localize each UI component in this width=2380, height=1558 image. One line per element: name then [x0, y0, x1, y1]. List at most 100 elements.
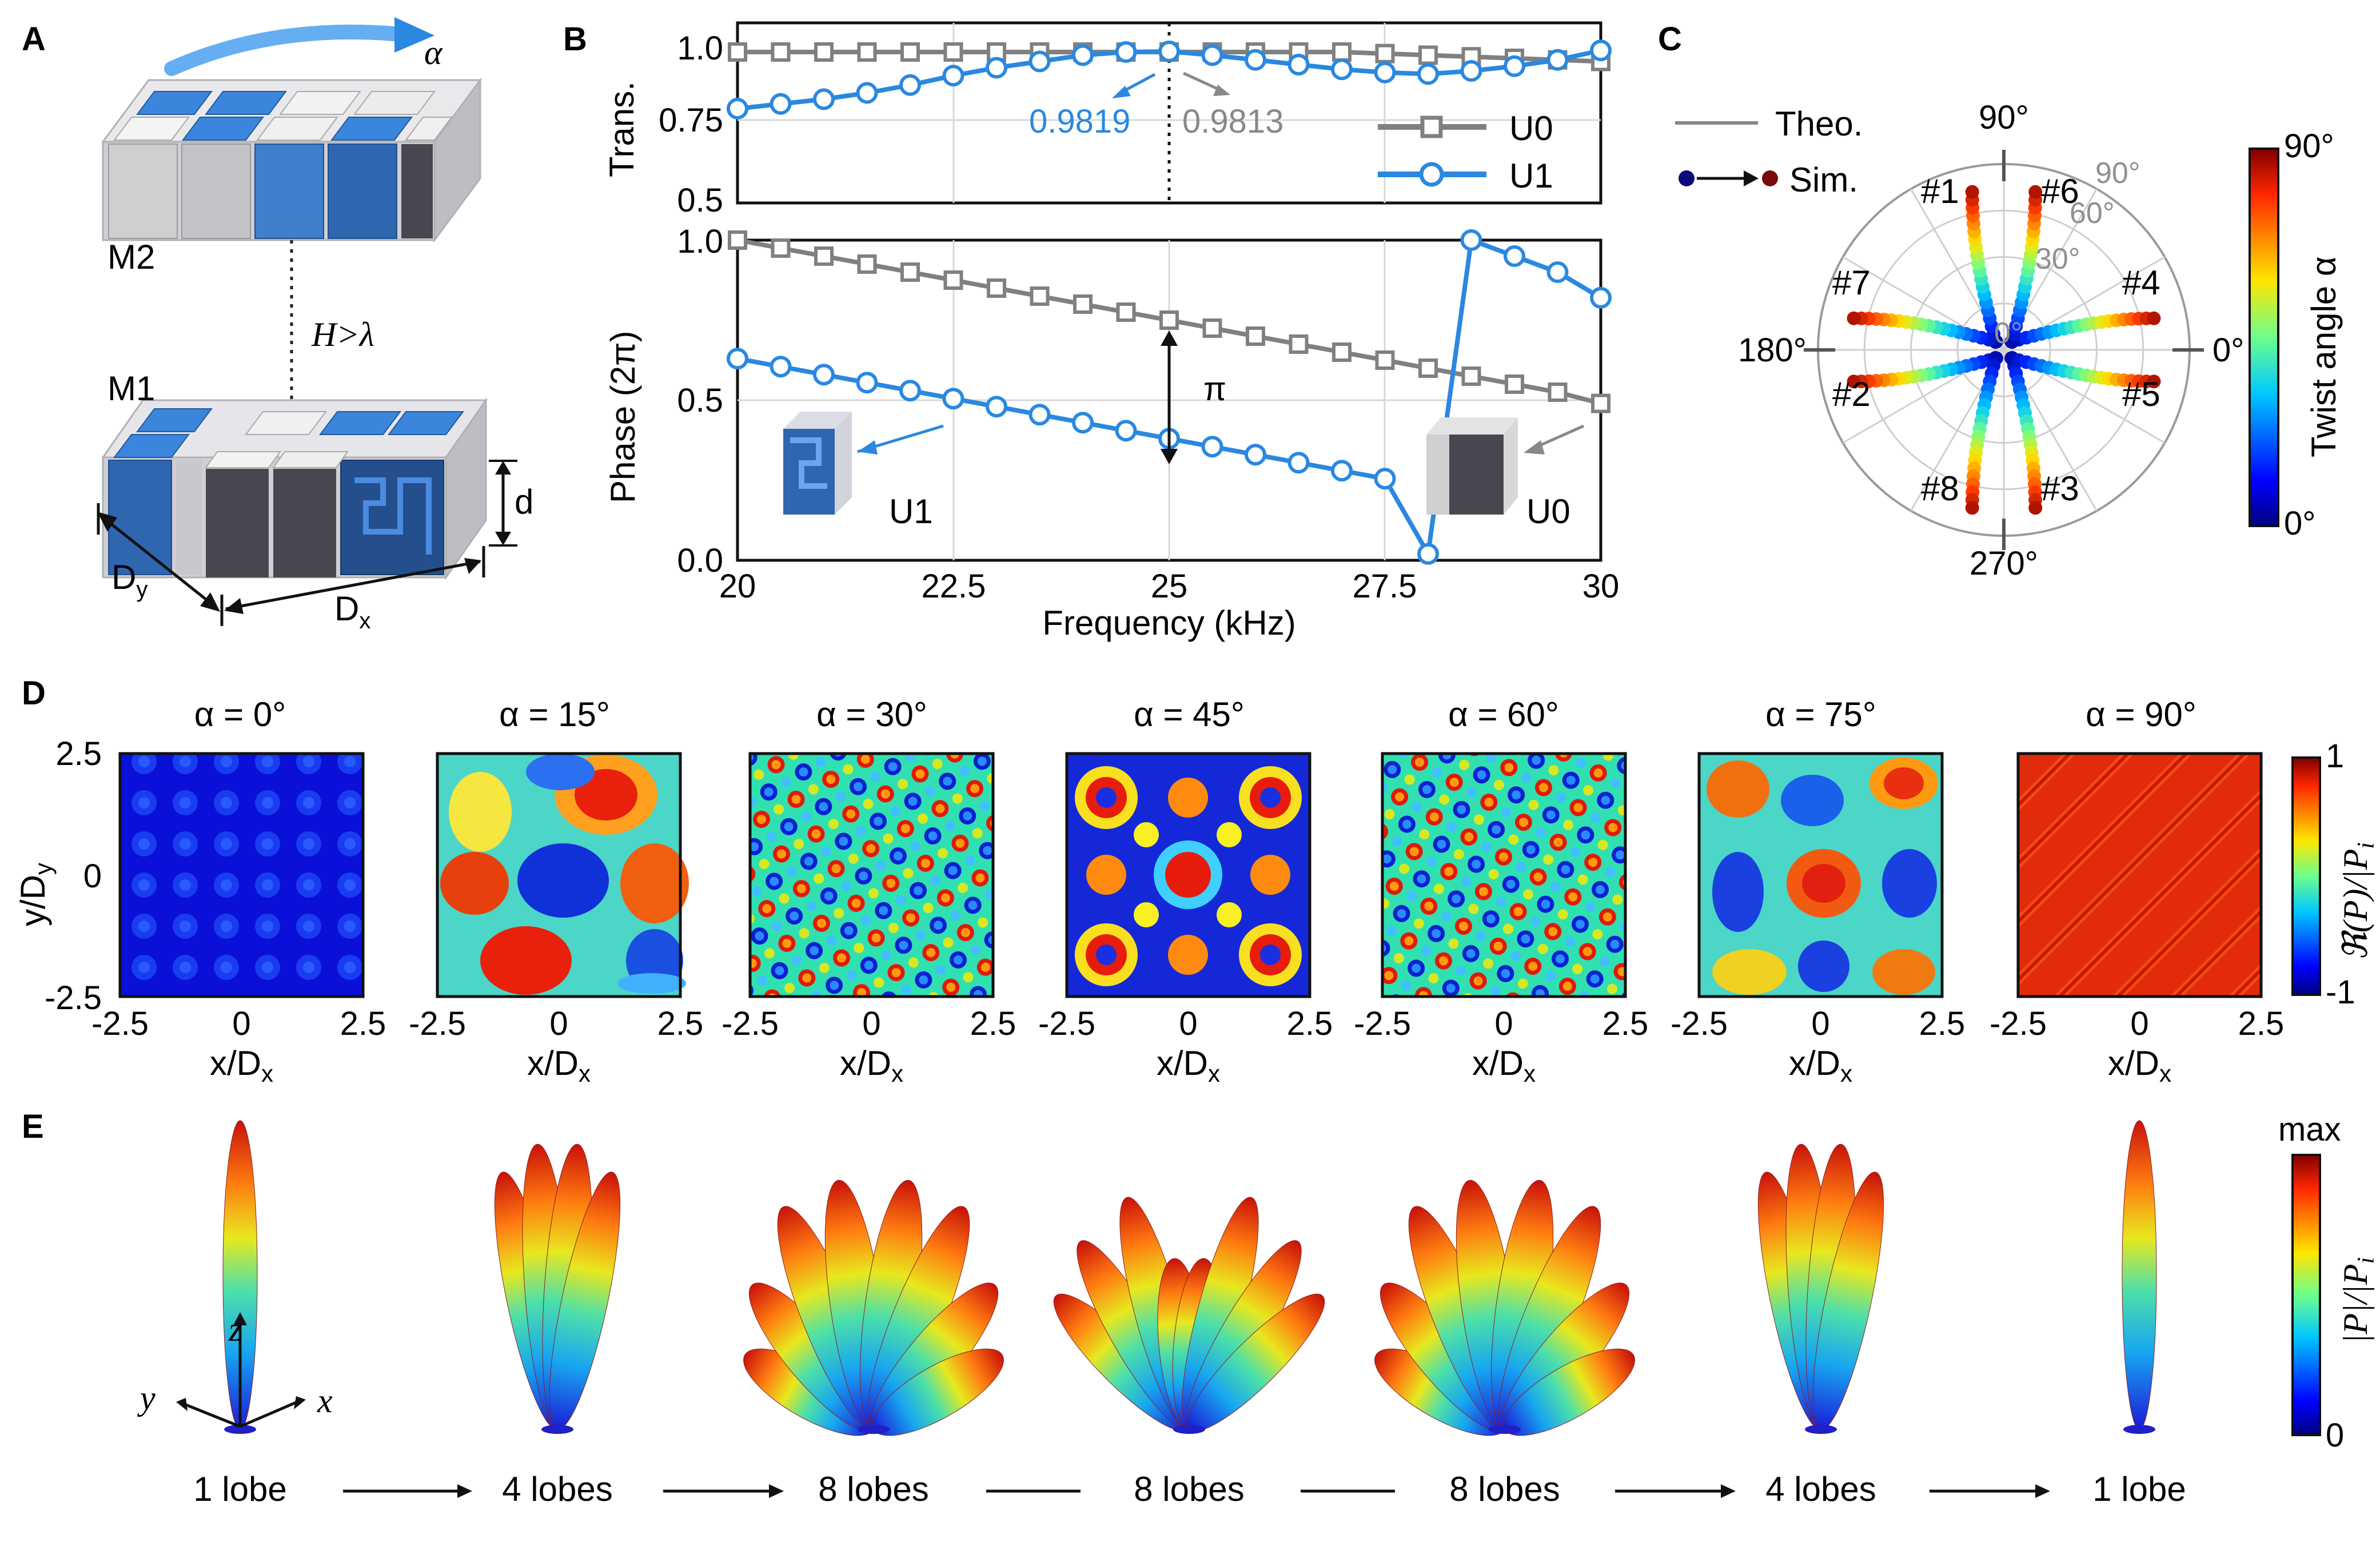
panel-c-polar: Theo. Sim. 90° 180° 0° 270° 90° 60° 30° … — [1675, 99, 2343, 582]
d-title-30: α = 30° — [816, 695, 927, 734]
e-lobe-label-4: 8 lobes — [1134, 1470, 1244, 1508]
d-map-30 — [750, 754, 993, 997]
d-colorbar-top: 1 — [2326, 738, 2344, 775]
panel-letter-d: D — [22, 675, 46, 712]
d-xlabel: x/Dx — [1789, 1044, 1852, 1087]
u0-phase-point — [1289, 334, 1309, 354]
b-top-ylabel: Trans. — [603, 81, 641, 177]
d-xtick: 0 — [1494, 1005, 1513, 1042]
u1-trans-point — [942, 65, 964, 87]
c-beam-6: #6 — [2041, 172, 2079, 210]
u1-cell-icon — [783, 412, 944, 515]
d-xtick: 2.5 — [1919, 1005, 1966, 1042]
u1-phase-point — [942, 388, 964, 410]
c-beam-5: #5 — [2122, 375, 2160, 413]
u0-phase-point — [1246, 326, 1265, 346]
d-title-45: α = 45° — [1134, 695, 1245, 734]
b-u1-annotation: U1 — [889, 492, 933, 531]
d-xtick: 2.5 — [970, 1005, 1016, 1042]
d-xtick: 2.5 — [340, 1005, 386, 1042]
h-lambda-label: H>λ — [311, 316, 374, 353]
u0-phase-point — [1505, 374, 1524, 394]
d-colorbar — [2291, 756, 2321, 996]
lobe-base — [1805, 1425, 1837, 1434]
dy-label: Dy — [111, 558, 147, 602]
d-ylabel: y/Dy — [14, 863, 57, 926]
u1-trans-point — [1028, 50, 1051, 73]
u1-phase-point — [813, 364, 835, 386]
c-colorbar-bottom: 0° — [2284, 505, 2315, 542]
e-lobe-label-1: 1 lobe — [193, 1470, 286, 1508]
u1-trans-point — [986, 57, 1007, 79]
e-colorbar — [2291, 1154, 2321, 1436]
b-xtick-2: 22.5 — [922, 568, 986, 605]
u0-trans-point — [1418, 45, 1438, 65]
u1-phase-point — [1201, 436, 1223, 458]
d-xtick: -2.5 — [721, 1005, 779, 1042]
e-colorbar-top: max — [2278, 1111, 2341, 1148]
u1-phase-point — [899, 380, 921, 402]
u1-trans-point — [1115, 41, 1137, 63]
u1-trans-point — [1417, 63, 1439, 85]
sim-point — [1965, 185, 1979, 199]
u1-trans-point — [1546, 49, 1569, 71]
c-colorbar-top: 90° — [2284, 127, 2334, 165]
u1-phase-point — [986, 396, 1007, 418]
u0-phase-point — [1591, 393, 1610, 413]
c-beam-7: #7 — [1832, 264, 1871, 302]
lobe — [2122, 1120, 2157, 1430]
d-colorbar-label: ℜ(P)/|Pi — [2337, 842, 2379, 961]
u1-phase-point — [1331, 460, 1353, 482]
u0-phase-point — [857, 254, 877, 274]
e-lobe-label-7: 1 lobe — [2092, 1470, 2186, 1508]
legend-u0: U0 — [1509, 109, 1553, 148]
b-xlabel: Frequency (kHz) — [1042, 604, 1295, 642]
u0-trans-point — [900, 42, 920, 62]
u0-trans-point — [1332, 42, 1352, 62]
d-title-0: α = 0° — [194, 695, 286, 734]
u0-phase-point — [943, 270, 963, 290]
d-xtick: 2.5 — [1287, 1005, 1333, 1042]
d-ytick-mid: 0 — [83, 858, 102, 895]
lobe-patterns — [222, 1120, 2157, 1436]
u1-trans-point — [1072, 44, 1094, 66]
e-connector-arrowhead — [1721, 1484, 1736, 1498]
b-pi-label: π — [1203, 370, 1226, 408]
d-xtick: 2.5 — [1602, 1005, 1649, 1042]
e-colorbar-label: |P|/|Pi — [2337, 1257, 2379, 1344]
m2-layer — [101, 17, 482, 243]
panel-letter-e: E — [22, 1108, 44, 1145]
e-connectors — [343, 1484, 2050, 1498]
u1-trans-point — [1287, 54, 1310, 75]
d-xlabel: x/Dx — [1157, 1044, 1220, 1087]
panel-letter-c: C — [1658, 21, 1682, 58]
sim-point — [2147, 311, 2161, 325]
b-top-ytick-1: 1.0 — [677, 30, 723, 67]
d-xtick: 0 — [2130, 1005, 2148, 1042]
u0-phase-point — [1418, 358, 1438, 378]
u1-trans-point — [727, 98, 748, 119]
d-map-90 — [2018, 754, 2261, 997]
u1-phase-point — [1590, 286, 1612, 309]
d-title-90: α = 90° — [2086, 695, 2196, 734]
d-title-75: α = 75° — [1765, 695, 1876, 734]
sim-point — [1847, 311, 1861, 325]
e-lobe-label-3: 8 lobes — [818, 1470, 928, 1508]
d-map-15 — [437, 754, 689, 997]
panel-d-field-maps: α = 0° α = 15° α = 30° α = 45° α = 60° α… — [14, 695, 2379, 1087]
u1-phase-point — [1287, 452, 1310, 474]
d-xtick: 2.5 — [2238, 1005, 2285, 1042]
c-beam-2: #2 — [1832, 375, 1871, 413]
d-xtick: 0 — [232, 1005, 250, 1042]
d-title-15: α = 15° — [499, 695, 610, 734]
b-top-series — [727, 39, 1612, 119]
u1-trans-point — [1590, 39, 1612, 62]
m2-label: M2 — [107, 238, 155, 276]
d-xtick: -2.5 — [91, 1005, 149, 1042]
c-beam-1: #1 — [1921, 172, 1959, 210]
b-bot-ytick-1: 1.0 — [677, 223, 723, 260]
d-xlabel: x/Dx — [1472, 1044, 1536, 1087]
e-lobe-label-6: 4 lobes — [1765, 1470, 1876, 1508]
c-ring-60: 60° — [2070, 197, 2115, 230]
c-angle-90: 90° — [1979, 99, 2029, 136]
